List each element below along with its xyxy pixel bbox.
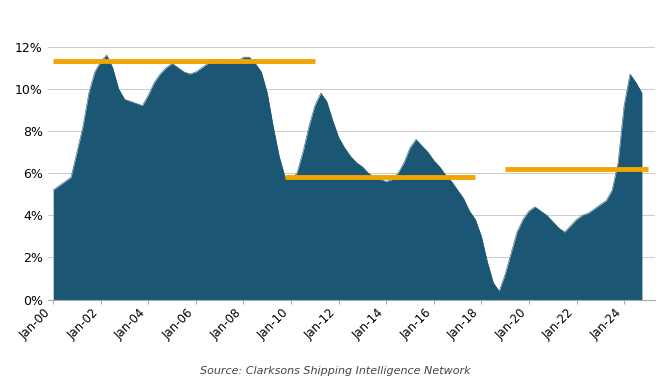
Text: Source: Clarksons Shipping Intelligence Network: Source: Clarksons Shipping Intelligence …	[200, 366, 470, 376]
